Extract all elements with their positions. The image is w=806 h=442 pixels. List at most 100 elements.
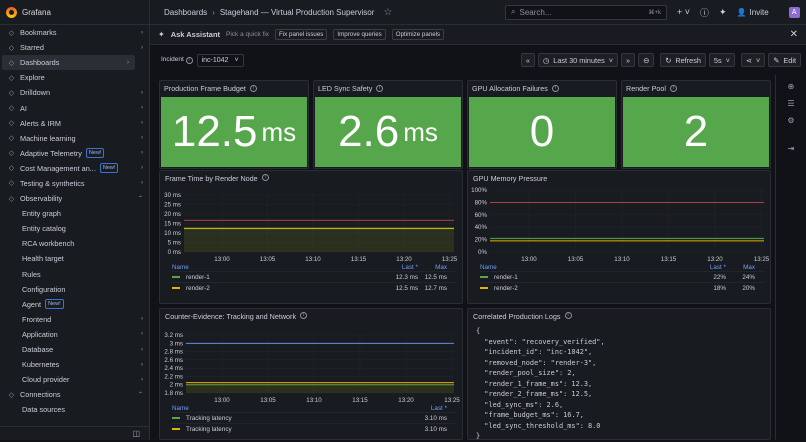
close-icon[interactable]: ✕ [789, 29, 798, 40]
add-panel-icon[interactable]: ⊕ [787, 82, 795, 91]
chevron-right-icon[interactable]: › [127, 59, 129, 66]
sidebar-item-adaptive-telemetry[interactable]: ◇ Adaptive Telemetry New! › [0, 146, 149, 161]
stat-unit: ms [261, 116, 297, 147]
chevron-up-icon[interactable]: ⌃ [137, 196, 143, 203]
chevron-right-icon[interactable]: › [141, 346, 143, 353]
assistant-icon[interactable]: ✦ [719, 6, 727, 17]
time-shift-forward-button[interactable]: » [621, 53, 636, 67]
dock-menu-icon[interactable]: ◫ [132, 429, 140, 438]
sidebar-item-application[interactable]: Application › [0, 327, 149, 342]
x-tick-label: 13:05 [260, 397, 276, 404]
improve-queries-button[interactable]: Improve queries [333, 29, 386, 40]
x-tick-label: 13:10 [306, 397, 322, 404]
sidebar-item-rca-workbench[interactable]: RCA workbench [0, 236, 149, 251]
stat-panel-render-pool[interactable]: Render Pool i 2 [621, 80, 771, 169]
sidebar-item-machine-learning[interactable]: ◇ Machine learning › [0, 131, 149, 146]
stat-panel-production-frame-budget[interactable]: Production Frame Budget i 12.5 ms [159, 80, 309, 169]
panel-title: Frame Time by Render Node i [165, 174, 269, 183]
sidebar-item-entity-catalog[interactable]: Entity catalog [0, 221, 149, 236]
legend-row[interactable]: Tracking latency 3.10 ms [172, 412, 457, 423]
assistant-title[interactable]: Ask Assistant [170, 30, 221, 39]
chevron-right-icon[interactable]: › [141, 105, 143, 112]
x-tick-label: 13:05 [260, 256, 276, 263]
edit-label: Edit [783, 55, 796, 65]
sidebar-item-entity-graph[interactable]: Entity graph [0, 206, 149, 221]
sidebar-item-observability[interactable]: ◇ Observability ⌃ [0, 191, 149, 206]
share-button[interactable]: ⋖ ˅ [740, 53, 766, 67]
settings-icon[interactable]: ⚙ [787, 116, 795, 125]
invite-button[interactable]: 👤 Invite [737, 8, 769, 17]
sidebar-item-alerts-irm[interactable]: ◇ Alerts & IRM › [0, 116, 149, 131]
search-shortcut: ⌘+k [648, 9, 661, 16]
legend-row[interactable]: render-2 18% 20% [480, 282, 765, 293]
refresh-interval-select[interactable]: 5s ˅ [708, 53, 735, 67]
logs-panel[interactable]: Correlated Production Logs i { "event": "… [467, 308, 771, 440]
sidebar-item-label: Alerts & IRM [20, 118, 61, 128]
chevron-up-icon[interactable]: ⌃ [137, 392, 143, 399]
sidebar-item-database[interactable]: Database › [0, 342, 149, 357]
fix-panel-issues-button[interactable]: Fix panel issues [275, 29, 328, 40]
sidebar-item-explore[interactable]: ◇ Explore [0, 70, 149, 85]
outline-icon[interactable]: ☰ [787, 99, 795, 108]
zoom-out-button[interactable]: ⊖ [638, 53, 655, 67]
sidebar-item-testing-synthetics[interactable]: ◇ Testing & synthetics › [0, 176, 149, 191]
collapse-icon[interactable]: ⇥ [787, 144, 795, 153]
chevron-right-icon[interactable]: › [141, 180, 143, 187]
sidebar-item-cost-management-an[interactable]: ◇ Cost Management an... New! › [0, 161, 149, 176]
chevron-right-icon[interactable]: › [141, 120, 143, 127]
chevron-right-icon[interactable]: › [141, 376, 143, 383]
brand[interactable]: Grafana [0, 0, 150, 24]
info-icon: i [564, 312, 572, 319]
edit-button[interactable]: ✎ Edit [768, 53, 801, 67]
sidebar-item-configuration[interactable]: Configuration [0, 282, 149, 297]
chevron-down-icon: ˅ [608, 55, 614, 65]
chevron-right-icon[interactable]: › [141, 361, 143, 368]
chevron-right-icon[interactable]: › [141, 89, 143, 96]
legend-row[interactable]: Tracking latency 3.10 ms [172, 423, 457, 434]
sidebar-item-kubernetes[interactable]: Kubernetes › [0, 357, 149, 372]
counter-evidence-panel[interactable]: Counter-Evidence: Tracking and Network i … [159, 308, 463, 440]
y-tick-label: 30 ms [164, 192, 181, 199]
time-shift-back-button[interactable]: « [520, 53, 535, 67]
panel-title: LED Sync Safety i [314, 81, 462, 95]
chevron-right-icon[interactable]: › [141, 165, 143, 172]
legend-series-name: Tracking latency [186, 414, 232, 422]
sidebar-item-connections[interactable]: ◇ Connections ⌃ [0, 387, 149, 402]
chevron-right-icon[interactable]: › [141, 44, 143, 51]
sidebar-item-dashboards[interactable]: ◇ Dashboards › [2, 55, 135, 71]
chevron-right-icon[interactable]: › [141, 29, 143, 36]
sidebar-item-bookmarks[interactable]: ◇ Bookmarks › [0, 25, 149, 40]
chevron-right-icon[interactable]: › [141, 316, 143, 323]
add-icon[interactable]: + ˅ [677, 7, 691, 17]
chevron-right-icon[interactable]: › [141, 331, 143, 338]
search-input[interactable]: ⌕ Search... ⌘+k [505, 4, 667, 20]
stat-panel-gpu-allocation-failures[interactable]: GPU Allocation Failures i 0 [467, 80, 617, 169]
optimize-panels-button[interactable]: Optimize panels [391, 29, 445, 40]
incident-select[interactable]: inc-1042 ˅ [196, 53, 244, 67]
stat-panel-led-sync-safety[interactable]: LED Sync Safety i 2.6 ms [313, 80, 463, 169]
help-icon[interactable]: ⓘ [700, 7, 710, 18]
gpu-memory-panel[interactable]: GPU Memory Pressure 100% 80% 60% 40% 20% 0% 13… [467, 170, 771, 304]
star-icon[interactable]: ☆ [383, 6, 393, 18]
sidebar-item-rules[interactable]: Rules [0, 267, 149, 282]
sidebar-item-agent[interactable]: Agent New! [0, 297, 149, 312]
time-picker[interactable]: ◷ Last 30 minutes ˅ [537, 53, 619, 67]
stat-value: 2.6 [338, 107, 400, 156]
sidebar-item-starred[interactable]: ◇ Starred › [0, 40, 149, 55]
legend-row[interactable]: render-2 12.5 ms 12.7 ms [172, 282, 457, 293]
chevron-right-icon[interactable]: › [141, 135, 143, 142]
sidebar-item-cloud-provider[interactable]: Cloud provider › [0, 372, 149, 387]
sidebar-item-data-sources[interactable]: Data sources [0, 402, 149, 417]
refresh-button[interactable]: ↻ Refresh [660, 53, 706, 67]
frame-time-panel[interactable]: Frame Time by Render Node i 30 ms 25 ms 20 … [159, 170, 463, 304]
avatar[interactable]: A [788, 6, 800, 18]
sidebar-item-health-target[interactable]: Health target [0, 251, 149, 266]
chevron-right-icon[interactable]: › [141, 150, 143, 157]
sidebar-item-drilldown[interactable]: ◇ Drilldown › [0, 85, 149, 100]
invite-label: Invite [749, 7, 769, 17]
legend-row[interactable]: render-1 22% 24% [480, 271, 765, 282]
sidebar-item-frontend[interactable]: Frontend › [0, 312, 149, 327]
legend-row[interactable]: render-1 12.3 ms 12.5 ms [172, 271, 457, 282]
breadcrumb-root[interactable]: Dashboards [164, 7, 208, 17]
sidebar-item-ai[interactable]: ◇ AI › [0, 100, 149, 115]
